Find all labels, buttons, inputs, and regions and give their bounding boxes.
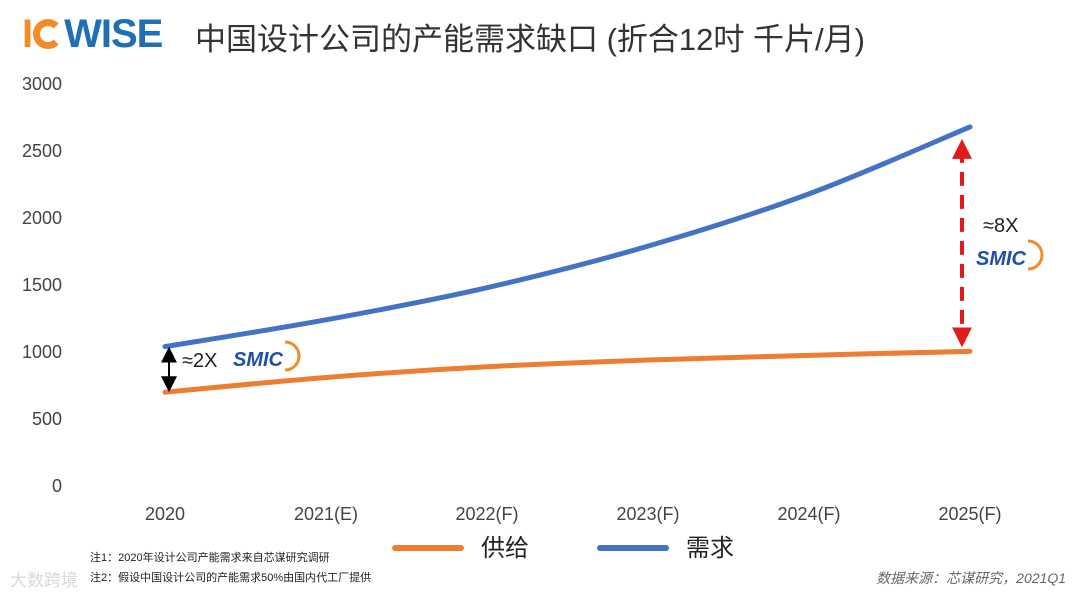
series-line-demand bbox=[162, 124, 973, 350]
x-tick-label: 2021(E) bbox=[294, 504, 358, 524]
legend: 供给 需求 bbox=[392, 535, 734, 562]
y-tick-label: 500 bbox=[32, 409, 62, 429]
note-1: 注1：2020年设计公司产能需求来自芯谋研究调研 bbox=[90, 552, 330, 564]
y-tick-label: 3000 bbox=[22, 74, 62, 94]
note-2: 注2：假设中国设计公司的产能需求50%由国内代工厂提供 bbox=[90, 572, 372, 584]
gap-label-2020: ≈2X bbox=[182, 350, 217, 372]
y-tick-label: 1000 bbox=[22, 342, 62, 362]
legend-label: 供给 bbox=[481, 535, 529, 562]
gap-label-2025: ≈8X bbox=[983, 215, 1018, 237]
x-tick-label: 2023(F) bbox=[616, 504, 679, 524]
x-tick-label: 2025(F) bbox=[938, 504, 1001, 524]
x-tick-label: 2020 bbox=[145, 504, 185, 524]
annotations: ≈2X SMIC ≈8X SMIC bbox=[161, 138, 1044, 393]
legend-label: 需求 bbox=[686, 535, 734, 562]
x-tick-label: 2024(F) bbox=[777, 504, 840, 524]
y-tick-label: 2000 bbox=[22, 208, 62, 228]
y-axis: 0 500 1000 1500 2000 2500 3000 bbox=[22, 74, 62, 496]
svg-text:SMIC: SMIC bbox=[976, 248, 1027, 270]
icwise-logo: I WISE bbox=[22, 11, 163, 56]
header: I WISE bbox=[22, 8, 163, 60]
svg-text:SMIC: SMIC bbox=[233, 349, 284, 371]
y-tick-label: 2500 bbox=[22, 141, 62, 161]
y-tick-label: 1500 bbox=[22, 275, 62, 295]
watermark: 大数跨境 bbox=[10, 571, 78, 590]
y-tick-label: 0 bbox=[52, 476, 62, 496]
series-line-supply bbox=[162, 348, 973, 395]
chart-title: 中国设计公司的产能需求缺口 (折合12吋 千片/月) bbox=[195, 22, 865, 57]
smic-logo: SMIC bbox=[233, 340, 301, 372]
series-lines bbox=[162, 124, 973, 395]
smic-logo: SMIC bbox=[976, 239, 1044, 271]
x-axis: 2020 2021(E) 2022(F) 2023(F) 2024(F) 2025(F) bbox=[145, 504, 1002, 524]
x-tick-label: 2022(F) bbox=[455, 504, 518, 524]
source-note: 数据来源：芯谋研究，2021Q1 bbox=[876, 570, 1066, 586]
